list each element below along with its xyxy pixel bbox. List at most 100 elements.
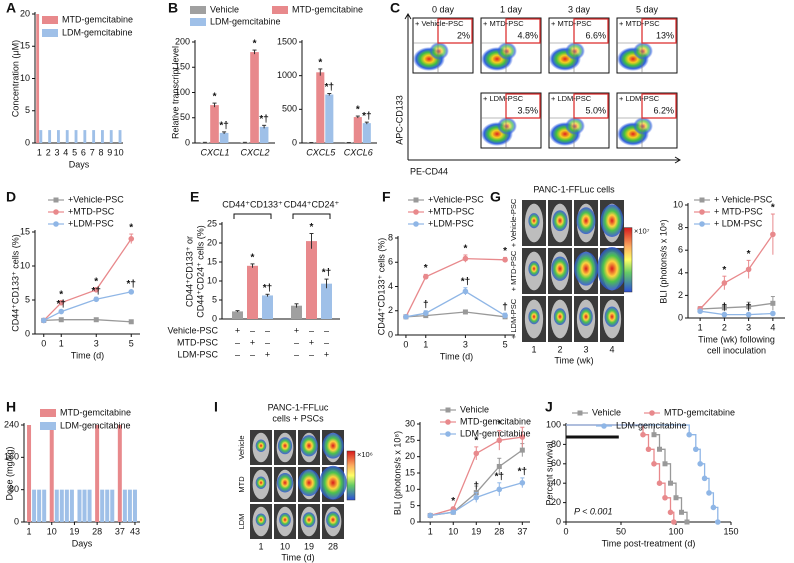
data-point <box>710 504 717 511</box>
x-tick-label: 10 <box>114 147 124 157</box>
data-point <box>519 480 526 486</box>
significance: *† <box>461 276 470 287</box>
x-tick-label: 19 <box>304 541 314 551</box>
y-tick-label: 10 <box>20 73 30 83</box>
error-bar <box>355 115 360 119</box>
x-axis-label: PE-CD44 <box>410 166 448 176</box>
legend-label: +MTD-PSC <box>428 206 475 216</box>
x-tick-label: CXCL6 <box>344 147 373 157</box>
legend-label: +LDM-PSC <box>428 218 474 228</box>
data-point <box>651 432 657 438</box>
signal <box>255 439 267 452</box>
y-tick-label: 0 <box>556 516 561 526</box>
bar <box>92 130 96 143</box>
y-axis-label: CD44⁺CD24⁺ cells (%) <box>195 225 205 318</box>
data-point <box>770 300 776 306</box>
data-point <box>699 221 705 227</box>
data-point <box>58 317 64 323</box>
y-tick-label: 2 <box>678 290 683 300</box>
y-tick-label: 0 <box>25 328 30 338</box>
row-label: + Vehicle-PSC <box>509 198 518 247</box>
legend-label: + LDM-PSC <box>714 218 763 228</box>
percent-label: 5.0% <box>585 105 606 115</box>
y-axis-label: Percent survival <box>544 441 554 505</box>
y-tick-label: 6 <box>678 245 683 255</box>
significance: * <box>310 222 314 233</box>
significance: * <box>771 203 775 214</box>
significance: *† <box>495 471 504 482</box>
x-axis-label: Time post-treatment (d) <box>602 538 696 548</box>
significance: † <box>423 299 429 310</box>
legend-label: LDM-gemcitabine <box>460 428 531 438</box>
data-point <box>462 255 469 262</box>
data-point <box>413 197 419 203</box>
data-point <box>679 509 684 515</box>
y-tick-label: 25 <box>405 435 415 445</box>
y-tick-label: 4 <box>678 267 683 277</box>
row-label: Vehicle <box>237 435 246 459</box>
treatment-cell: – <box>294 349 299 359</box>
data-point <box>519 434 526 440</box>
significance: * <box>356 105 360 116</box>
data-point <box>701 475 708 482</box>
data-point <box>58 308 65 315</box>
condition-label: + MTD-PSC <box>483 19 524 28</box>
y-tick-label: 15 <box>20 41 30 51</box>
condition-label: + MTD-PSC <box>551 19 592 28</box>
treatment-cell: – <box>250 325 255 335</box>
y-tick-label: 2 <box>388 305 393 315</box>
y-axis-label: CD44⁺CD133⁺ cells (%) <box>10 234 20 332</box>
y-tick-label: 10 <box>20 260 30 270</box>
bar <box>32 489 37 522</box>
data-point <box>699 197 705 203</box>
bar <box>210 105 219 143</box>
legend-swatch <box>42 16 58 24</box>
x-tick-label: 3 <box>54 147 59 157</box>
data-point <box>93 317 99 323</box>
x-axis-label: Days <box>69 159 90 169</box>
x-axis-label: Time (d) <box>71 350 104 360</box>
data-point <box>502 257 508 263</box>
axis-arrow <box>404 13 412 160</box>
y-tick-label: 5 <box>25 294 30 304</box>
data-point <box>53 221 59 227</box>
treatment-cell: + <box>294 325 299 335</box>
significance: *† <box>259 114 268 125</box>
treatment-cell: + <box>309 337 314 347</box>
y-tick-label: 240 <box>4 419 19 429</box>
legend-label: LDM-gemcitabine <box>210 16 281 26</box>
colorbar-unit: ×10⁶ <box>357 450 373 459</box>
data-point <box>649 410 655 416</box>
y-tick-label: 5 <box>410 500 415 510</box>
treatment-cell: + <box>324 349 329 359</box>
x-tick-label: 2 <box>722 322 727 332</box>
x-tick-label: 2 <box>557 344 562 354</box>
x-tick-label: 0 <box>41 338 46 348</box>
error-bar <box>318 68 323 76</box>
data-point <box>462 288 469 295</box>
legend-label: LDM-gemcitabine <box>62 27 133 37</box>
panel-title: PANC-1-FFLuc <box>268 402 329 412</box>
treatment-cell: – <box>294 337 299 347</box>
data-point <box>445 407 451 413</box>
bar <box>69 489 74 522</box>
flow-plot <box>480 92 542 149</box>
x-tick-label: 150 <box>723 526 738 536</box>
bar <box>87 489 92 522</box>
signal <box>255 513 267 526</box>
error-bar <box>309 233 314 249</box>
significance: *† <box>518 467 527 478</box>
legend-label: MTD-gemcitabine <box>292 4 363 14</box>
group-bracket <box>292 213 331 219</box>
bar <box>64 489 69 522</box>
x-tick-label: 0 <box>403 339 408 349</box>
data-point <box>422 310 429 316</box>
bar <box>316 72 325 143</box>
significance: *† <box>263 283 272 294</box>
x-tick-label: 6 <box>81 147 86 157</box>
x-tick-label: 37 <box>517 526 527 536</box>
legend-label: + Vehicle-PSC <box>714 194 773 204</box>
x-tick-label: 3 <box>94 338 99 348</box>
x-tick-label: 5 <box>503 339 508 349</box>
data-point <box>53 209 59 215</box>
